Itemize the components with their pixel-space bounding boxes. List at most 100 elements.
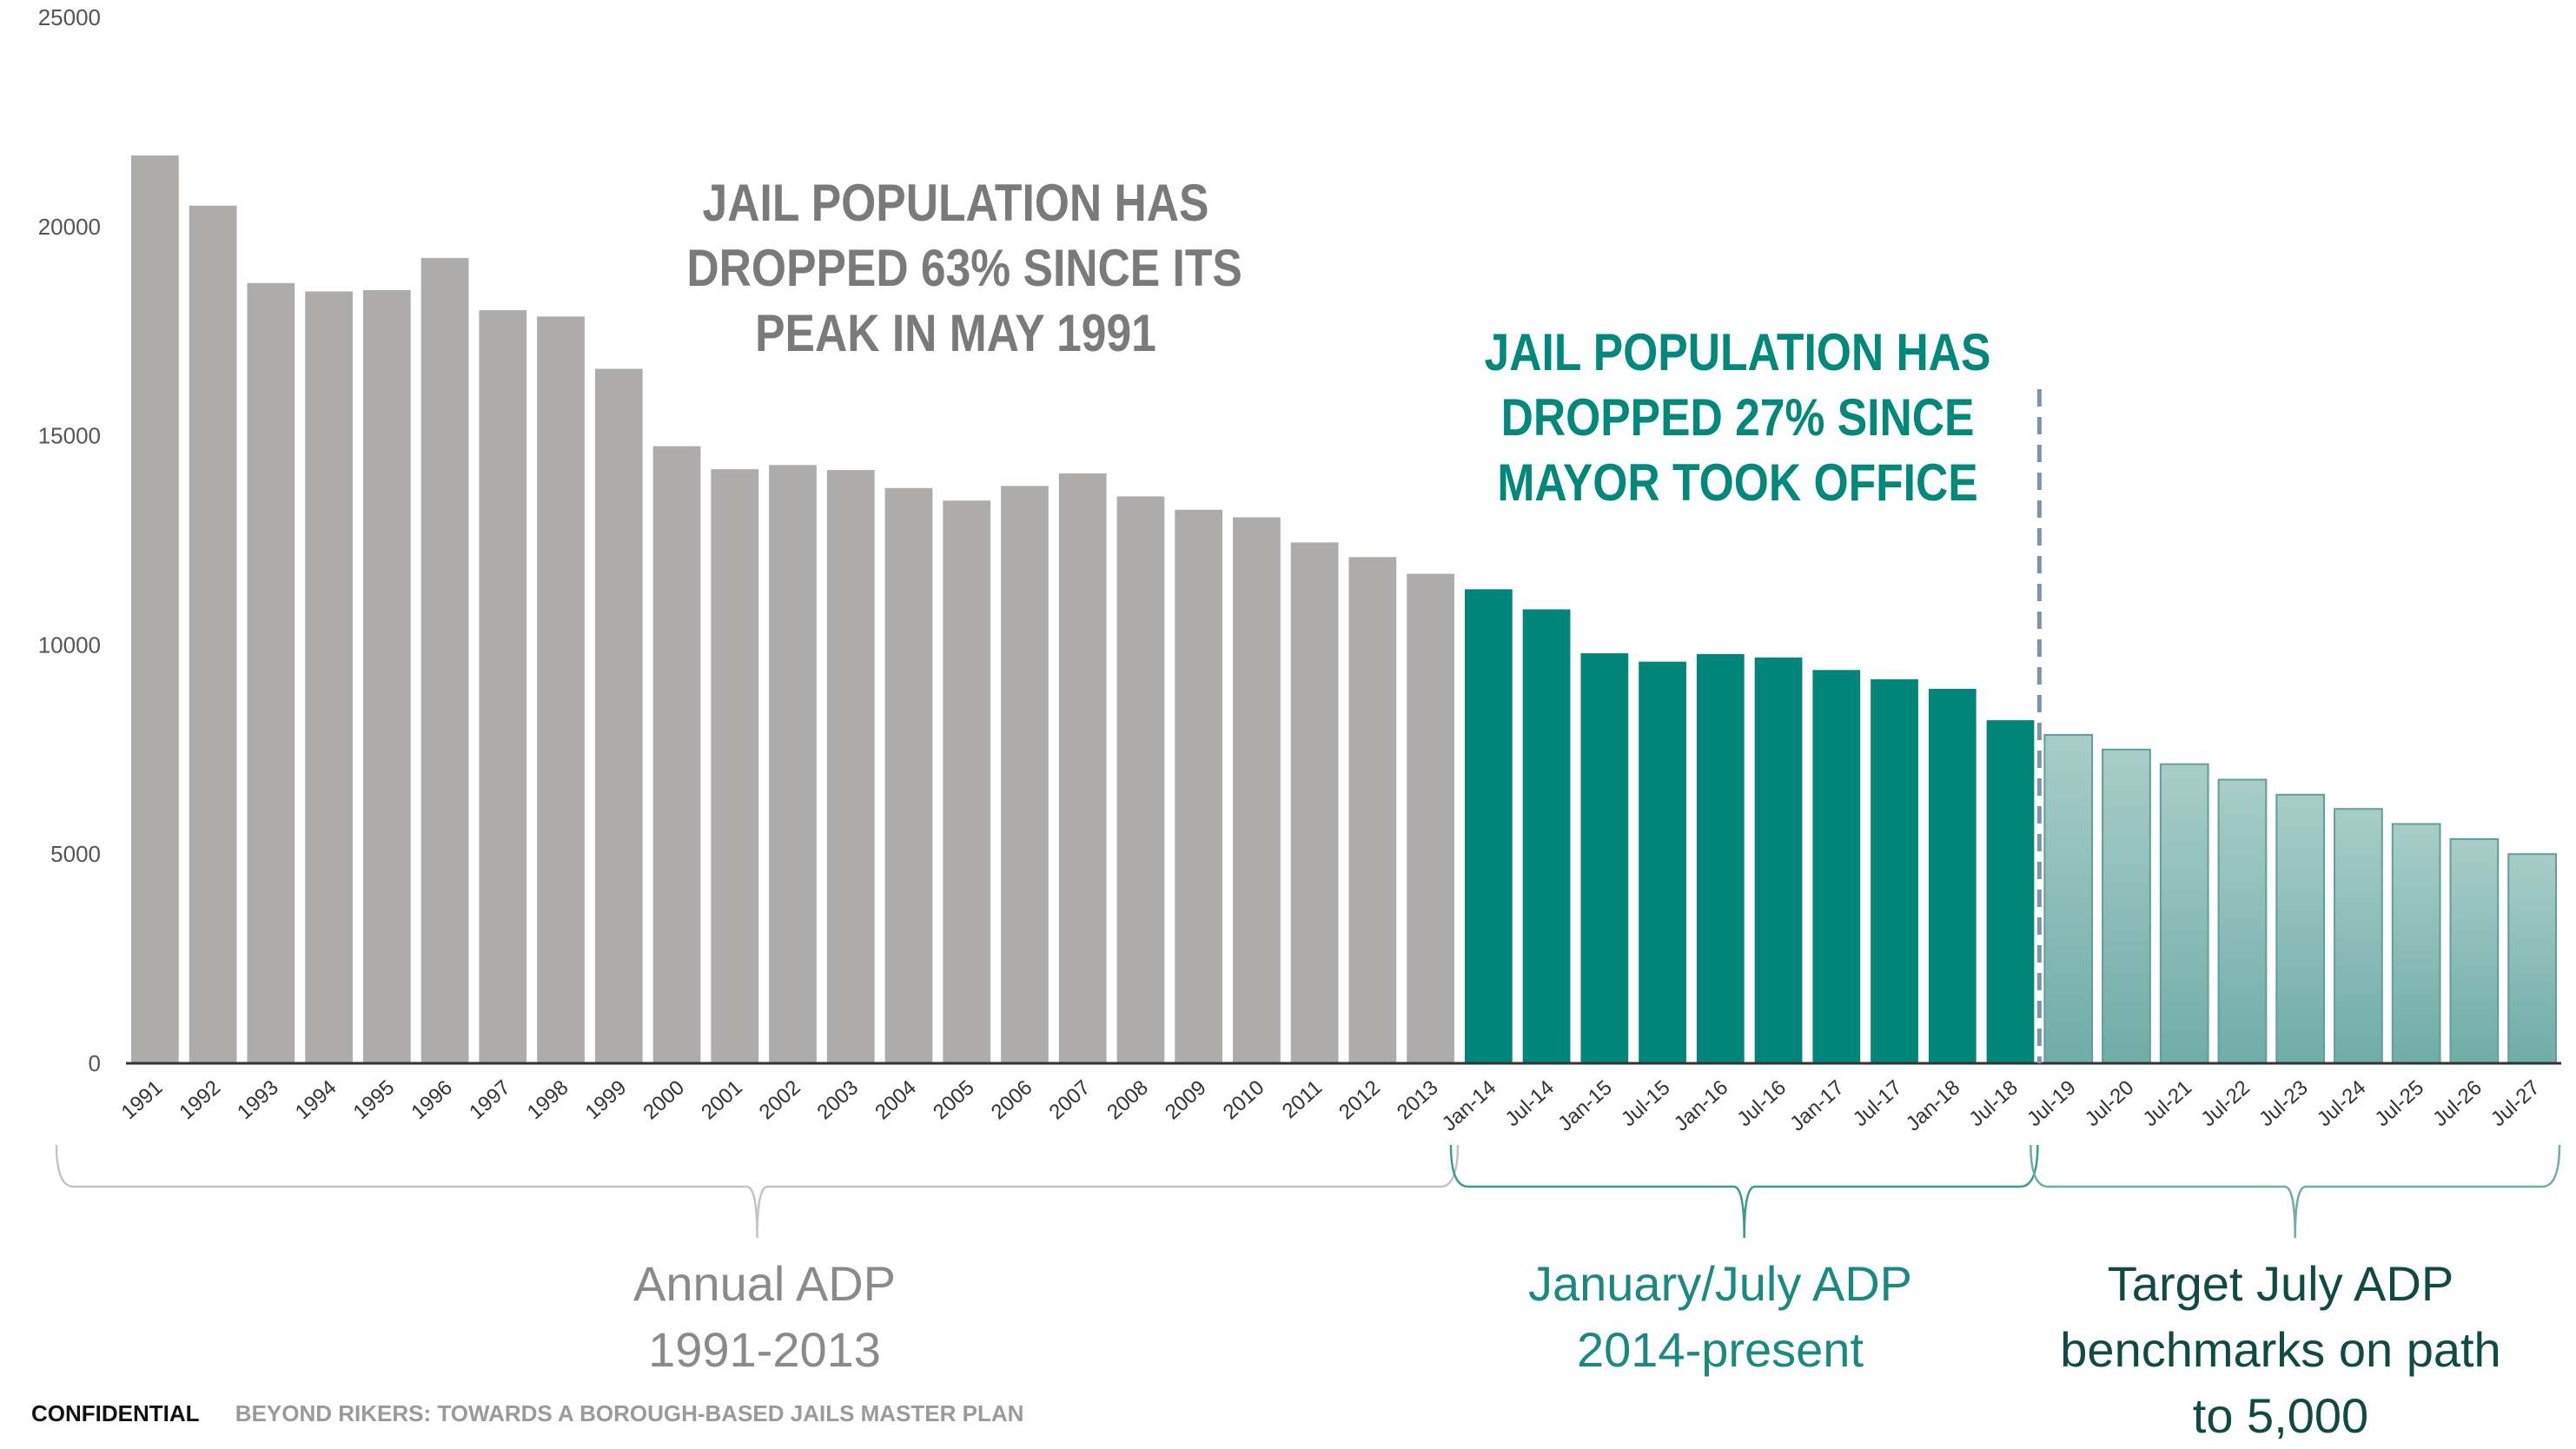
x-tick-label: Jan-15 xyxy=(1553,1075,1617,1135)
x-tick-label: Jul-17 xyxy=(1849,1075,1907,1131)
x-tick-label: Jul-22 xyxy=(2196,1075,2255,1131)
group-label-line: Target July ADP xyxy=(2107,1256,2454,1311)
x-tick-label: 2003 xyxy=(812,1075,863,1124)
bar-Jul-18 xyxy=(1986,720,2035,1063)
confidential-label: CONFIDENTIAL xyxy=(31,1400,200,1426)
bar-Jul-27 xyxy=(2507,853,2557,1065)
x-tick-label: Jul-19 xyxy=(2023,1075,2081,1131)
annotation-line: DROPPED 27% SINCE xyxy=(1500,388,1975,447)
group-brace xyxy=(55,1144,1460,1239)
bar-1997 xyxy=(479,310,527,1063)
group-label-annual: Annual ADP 1991-2013 xyxy=(504,1251,1025,1383)
x-tick-label: 2001 xyxy=(697,1075,747,1124)
group-brace xyxy=(1449,1144,2039,1239)
annotation-line: DROPPED 63% SINCE ITS xyxy=(686,239,1242,297)
annotation-line: PEAK IN MAY 1991 xyxy=(755,304,1156,362)
bar-1991 xyxy=(131,155,179,1064)
bar-2008 xyxy=(1116,496,1165,1063)
x-tick-label: Jul-26 xyxy=(2428,1075,2487,1131)
bar-Jul-26 xyxy=(2449,837,2500,1065)
x-tick-label: 2002 xyxy=(755,1075,805,1124)
x-tick-label: Jul-15 xyxy=(1617,1075,1675,1131)
bar-1998 xyxy=(537,316,585,1063)
y-tick-label: 25000 xyxy=(38,4,101,30)
x-tick-label: 1996 xyxy=(407,1075,457,1124)
x-tick-label: 1998 xyxy=(523,1075,573,1124)
bar-Jan-17 xyxy=(1812,670,1861,1063)
bar-Jan-16 xyxy=(1696,653,1745,1063)
bar-2000 xyxy=(652,446,701,1063)
bar-2013 xyxy=(1407,573,1454,1063)
group-brace xyxy=(2030,1144,2561,1239)
bar-2012 xyxy=(1348,557,1397,1063)
bar-2004 xyxy=(884,487,933,1063)
x-tick-label: Jul-23 xyxy=(2255,1075,2313,1131)
x-tick-label: 1995 xyxy=(349,1075,400,1124)
x-tick-label: Jul-16 xyxy=(1732,1075,1791,1131)
group-label-target: Target July ADP benchmarks on path to 5,… xyxy=(1998,1251,2563,1449)
group-label-line: Annual ADP xyxy=(633,1256,896,1311)
annotation-line: JAIL POPULATION HAS xyxy=(1484,323,1991,381)
bar-1999 xyxy=(594,368,643,1063)
x-tick-label: 1999 xyxy=(581,1075,632,1124)
bar-2001 xyxy=(711,469,759,1063)
group-label-line: January/July ADP xyxy=(1528,1256,1912,1311)
group-label-line: benchmarks on path xyxy=(2060,1322,2501,1377)
x-tick-label: 2007 xyxy=(1044,1075,1095,1124)
x-tick-label: Jul-21 xyxy=(2139,1075,2197,1131)
bar-Jul-15 xyxy=(1639,661,1686,1063)
bar-2007 xyxy=(1058,473,1107,1063)
x-tick-label: 2010 xyxy=(1219,1075,1269,1124)
bar-Jul-19 xyxy=(2043,733,2094,1064)
bars xyxy=(131,155,2557,1065)
x-tick-label: 2005 xyxy=(929,1075,979,1124)
bar-Jul-25 xyxy=(2391,823,2441,1064)
x-tick-label: 1997 xyxy=(465,1075,515,1124)
x-tick-label: 2004 xyxy=(871,1075,921,1124)
bar-2009 xyxy=(1175,509,1223,1063)
bar-Jul-16 xyxy=(1754,657,1803,1063)
x-tick-label: Jan-18 xyxy=(1902,1075,1965,1135)
y-axis-ticks: 0 5000 10000 15000 20000 25000 xyxy=(38,4,101,1076)
x-tick-label: Jan-14 xyxy=(1438,1075,1501,1135)
bar-2003 xyxy=(826,470,875,1063)
x-tick-label: 2000 xyxy=(639,1075,689,1124)
bar-2002 xyxy=(769,465,817,1063)
x-tick-label: 2006 xyxy=(987,1075,1037,1124)
x-tick-label: 2011 xyxy=(1278,1075,1327,1123)
footer-subtitle: BEYOND RIKERS: TOWARDS A BOROUGH-BASED J… xyxy=(235,1400,1024,1426)
group-braces xyxy=(55,1144,2561,1239)
x-tick-label: Jul-20 xyxy=(2081,1075,2139,1131)
bar-1992 xyxy=(189,205,237,1064)
bar-Jan-14 xyxy=(1464,589,1513,1063)
group-label-line: 2014-present xyxy=(1576,1322,1864,1377)
bar-2010 xyxy=(1233,517,1281,1063)
x-tick-label: Jul-18 xyxy=(1964,1075,2023,1131)
x-tick-label: 2009 xyxy=(1161,1075,1211,1124)
x-tick-label: Jul-27 xyxy=(2487,1075,2545,1131)
bar-2006 xyxy=(1001,486,1049,1063)
bar-Jul-21 xyxy=(2159,763,2209,1064)
group-label-line: to 5,000 xyxy=(2192,1388,2369,1443)
bar-Jul-17 xyxy=(1871,678,1918,1063)
x-tick-label: 2012 xyxy=(1334,1075,1385,1124)
y-tick-label: 20000 xyxy=(38,214,101,240)
bar-2005 xyxy=(943,500,991,1063)
group-label-jan-jul: January/July ADP 2014-present xyxy=(1460,1251,1981,1383)
y-tick-label: 15000 xyxy=(38,423,101,449)
y-tick-label: 5000 xyxy=(50,841,101,867)
x-tick-label: 1994 xyxy=(291,1075,341,1124)
x-tick-label: 1991 xyxy=(117,1075,168,1124)
x-tick-label: Jul-24 xyxy=(2313,1075,2371,1131)
x-axis-tick-labels: 1991 1992 1993 1994 1995 1996 1997 1998 1999 2000… xyxy=(117,1075,2545,1135)
y-tick-label: 0 xyxy=(89,1050,101,1076)
x-tick-label: Jan-17 xyxy=(1785,1075,1849,1135)
x-tick-label: 1992 xyxy=(175,1075,225,1124)
x-tick-label: 2008 xyxy=(1103,1075,1153,1124)
bar-Jul-23 xyxy=(2275,793,2326,1064)
bar-Jul-14 xyxy=(1522,609,1571,1063)
bar-Jul-22 xyxy=(2217,778,2268,1065)
annotation-drop-since-peak: JAIL POPULATION HAS DROPPED 63% SINCE IT… xyxy=(686,170,1242,366)
bar-1994 xyxy=(305,291,353,1063)
